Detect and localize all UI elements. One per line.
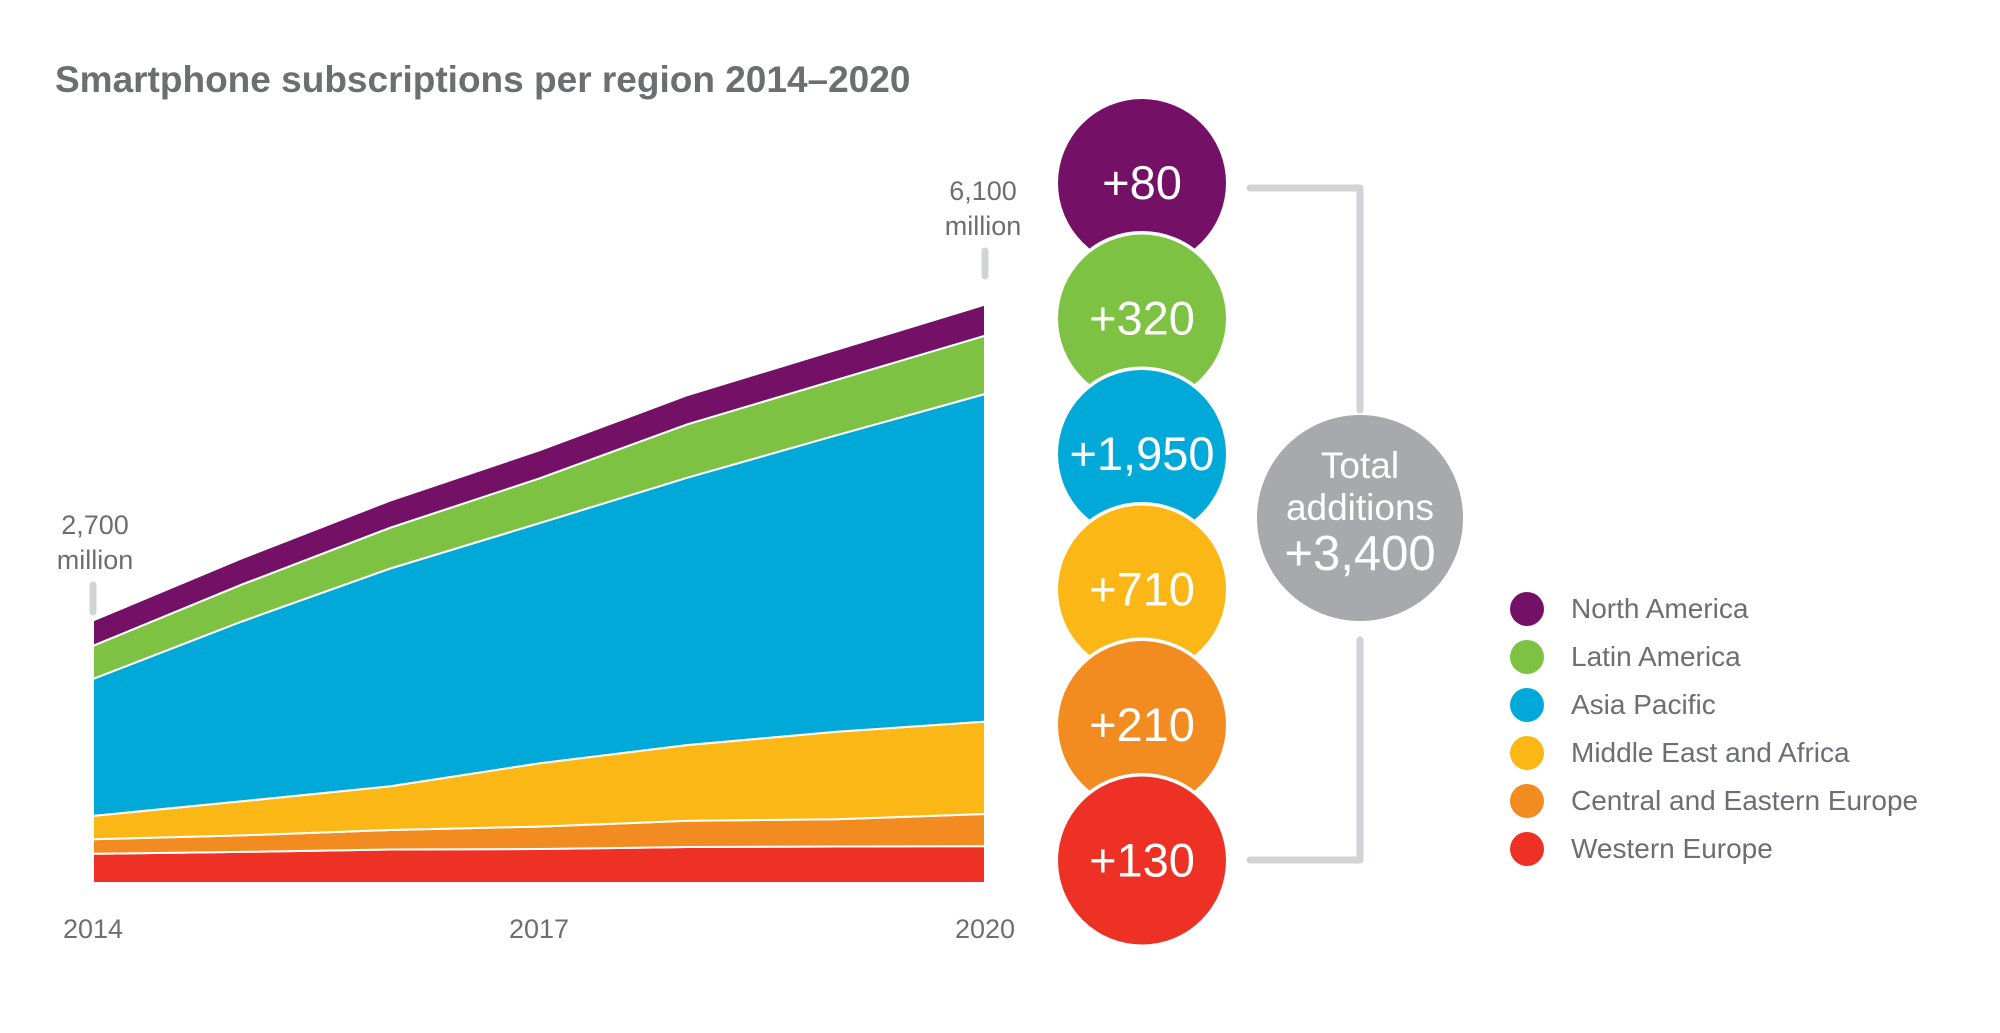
total-additions-circle: Total additions +3,400 xyxy=(1257,415,1463,621)
addition-bubble-north-america: +80 xyxy=(1054,95,1230,271)
addition-label-north-america: +80 xyxy=(1102,156,1182,209)
legend-item-central-and-eastern-europe: Central and Eastern Europe xyxy=(1510,784,1918,818)
end-value-label: 6,100 xyxy=(949,176,1017,206)
additions-bubbles: +80 +320 +1,950 +710 +210 +130 xyxy=(1054,95,1230,948)
legend-item-western-europe: Western Europe xyxy=(1510,832,1773,866)
legend: North America Latin America Asia Pacific Mi… xyxy=(1510,592,1918,866)
total-circle xyxy=(1257,415,1463,621)
chart-title: Smartphone subscriptions per region 2014… xyxy=(55,59,910,100)
addition-bubble-circle xyxy=(1058,234,1226,403)
legend-label: Western Europe xyxy=(1571,833,1773,864)
addition-label-middle-east-and-africa: +710 xyxy=(1089,563,1195,616)
area-north-america xyxy=(92,303,986,647)
legend-item-latin-america: Latin America xyxy=(1510,640,1741,674)
legend-label: Central and Eastern Europe xyxy=(1571,785,1918,816)
legend-swatch xyxy=(1510,688,1544,722)
legend-swatch xyxy=(1510,592,1544,626)
x-tick-2017: 2017 xyxy=(509,914,569,944)
start-unit-label: million xyxy=(57,545,134,575)
addition-bubble-circle xyxy=(1058,370,1226,538)
legend-swatch xyxy=(1510,736,1544,770)
addition-label-latin-america: +320 xyxy=(1089,292,1195,345)
total-line1: Total xyxy=(1321,445,1399,486)
legend-swatch xyxy=(1510,640,1544,674)
legend-item-asia-pacific: Asia Pacific xyxy=(1510,688,1716,722)
addition-bubble-circle xyxy=(1058,505,1226,674)
legend-label: Middle East and Africa xyxy=(1571,737,1850,768)
addition-label-western-europe: +130 xyxy=(1089,834,1195,887)
addition-bubble-circle xyxy=(1058,776,1226,945)
total-line2: additions xyxy=(1286,487,1434,528)
legend-label: North America xyxy=(1571,593,1749,624)
x-tick-2014: 2014 xyxy=(63,914,123,944)
legend-item-north-america: North America xyxy=(1510,592,1749,626)
legend-item-middle-east-and-africa: Middle East and Africa xyxy=(1510,736,1850,770)
legend-label: Latin America xyxy=(1571,641,1741,672)
x-tick-2020: 2020 xyxy=(955,914,1015,944)
addition-bubble-central-and-eastern-europe: +210 xyxy=(1054,637,1230,813)
addition-label-asia-pacific: +1,950 xyxy=(1069,427,1214,480)
area-layer xyxy=(92,303,986,884)
addition-bubble-asia-pacific: +1,950 xyxy=(1054,366,1230,542)
addition-bubble-middle-east-and-africa: +710 xyxy=(1054,502,1230,677)
legend-label: Asia Pacific xyxy=(1571,689,1716,720)
addition-bubble-western-europe: +130 xyxy=(1054,773,1230,948)
legend-swatch xyxy=(1510,832,1544,866)
start-value-label: 2,700 xyxy=(61,510,129,540)
total-value: +3,400 xyxy=(1284,527,1435,581)
total-bracket xyxy=(1246,184,1364,864)
legend-swatch xyxy=(1510,784,1544,818)
addition-bubble-circle xyxy=(1058,641,1226,809)
addition-label-central-and-eastern-europe: +210 xyxy=(1089,698,1195,751)
end-unit-label: million xyxy=(945,211,1022,241)
addition-bubble-latin-america: +320 xyxy=(1054,231,1230,406)
x-axis-tick-labels: 2014 2017 2020 xyxy=(63,914,1015,944)
addition-bubble-circle xyxy=(1058,99,1226,267)
